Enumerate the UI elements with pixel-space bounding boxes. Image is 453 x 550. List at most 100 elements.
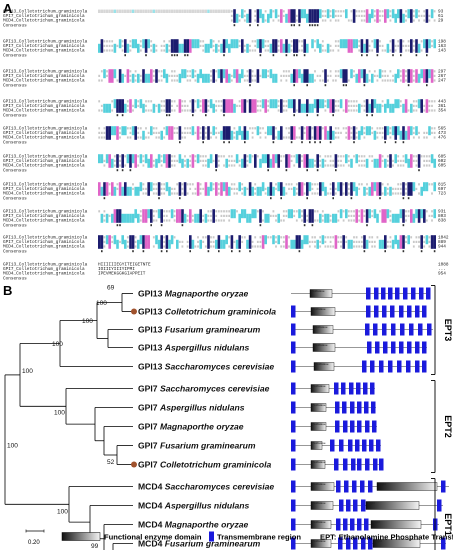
residue	[220, 100, 223, 103]
sequence-name: GPI7_Colletotrichum_graminicola	[3, 74, 85, 79]
residue	[116, 44, 119, 47]
residue-partial	[347, 239, 351, 249]
leaf-species: Fusarium graminearum	[160, 441, 256, 451]
residue	[433, 131, 436, 134]
residue	[111, 109, 114, 112]
residue-identical	[202, 126, 205, 140]
residue-partial	[316, 239, 319, 249]
leaf-gene: GPI7	[138, 460, 160, 470]
residue	[314, 236, 316, 239]
residue	[373, 70, 376, 73]
residue-identical	[160, 235, 163, 249]
residue-partial	[113, 186, 117, 196]
residue-partial	[397, 213, 400, 223]
residue	[217, 9, 220, 13]
residue	[176, 9, 179, 13]
residue	[124, 9, 127, 13]
residue-partial	[147, 158, 150, 168]
residue	[264, 192, 267, 195]
leaf-gene: GPI13	[138, 307, 165, 317]
residue	[246, 155, 249, 158]
residue	[428, 159, 431, 162]
residue	[147, 131, 150, 134]
residue	[108, 44, 111, 47]
residue	[212, 44, 215, 47]
residue	[264, 19, 267, 22]
residue	[392, 159, 394, 162]
residue-identical	[352, 126, 356, 140]
residue-partial	[397, 69, 400, 79]
residue-identical	[415, 39, 418, 53]
residue	[311, 187, 314, 190]
residue	[212, 183, 215, 186]
residue	[298, 40, 301, 43]
residue	[111, 40, 114, 43]
consensus-residue	[160, 250, 163, 253]
residue	[415, 236, 418, 239]
residue	[363, 131, 366, 134]
residue	[176, 127, 179, 130]
consensus-residue	[121, 114, 124, 117]
residue	[405, 192, 407, 195]
residue	[384, 49, 387, 52]
residue	[418, 14, 420, 17]
residue	[389, 49, 392, 52]
residue	[246, 79, 249, 82]
residue	[358, 245, 361, 248]
residue	[160, 159, 163, 162]
residue	[295, 187, 298, 190]
residue-partial	[386, 126, 390, 136]
residue	[285, 214, 288, 217]
residue	[412, 245, 415, 248]
residue	[399, 104, 402, 107]
residue	[428, 100, 431, 103]
consensus-residue	[166, 114, 168, 117]
residue	[256, 100, 259, 103]
residue-identical	[165, 235, 169, 249]
residue	[189, 183, 192, 186]
residue-partial	[178, 154, 182, 164]
residue-partial	[186, 158, 189, 168]
residue	[360, 240, 363, 243]
residue	[145, 187, 147, 190]
residue-partial	[298, 69, 301, 79]
sequence-position: 889	[438, 240, 446, 245]
consensus-residue	[316, 169, 319, 172]
residue	[389, 136, 392, 139]
residue	[381, 70, 384, 73]
residue-similar	[165, 154, 169, 168]
transmembrane-region	[335, 420, 340, 433]
residue-partial	[113, 43, 117, 53]
residue	[215, 136, 218, 139]
residue-identical	[324, 69, 327, 83]
transmembrane-region	[406, 360, 411, 373]
residue-partial	[103, 103, 106, 113]
residue	[181, 136, 184, 139]
consensus-residue	[309, 141, 311, 144]
sequence-name: GPI7_Colletotrichum_graminicola	[3, 131, 85, 136]
residue	[134, 9, 137, 13]
residue	[314, 240, 316, 243]
transmembrane-region	[409, 323, 414, 336]
residue-similar	[303, 154, 306, 168]
residue	[106, 70, 108, 73]
residue	[295, 14, 298, 17]
residue-partial	[391, 239, 395, 249]
transmembrane-region	[350, 401, 355, 414]
residue	[327, 79, 329, 82]
residue	[142, 9, 145, 13]
residue	[137, 127, 140, 130]
residue	[371, 127, 374, 130]
residue	[251, 79, 254, 82]
residue-identical	[98, 235, 101, 249]
residue	[290, 187, 293, 190]
residue	[285, 100, 288, 103]
residue	[163, 136, 166, 139]
residue	[137, 100, 140, 103]
residue	[423, 10, 426, 13]
residue	[129, 40, 132, 43]
highlight-dot	[131, 308, 137, 315]
residue-identical	[121, 99, 124, 113]
residue	[217, 40, 220, 43]
residue	[423, 19, 426, 22]
